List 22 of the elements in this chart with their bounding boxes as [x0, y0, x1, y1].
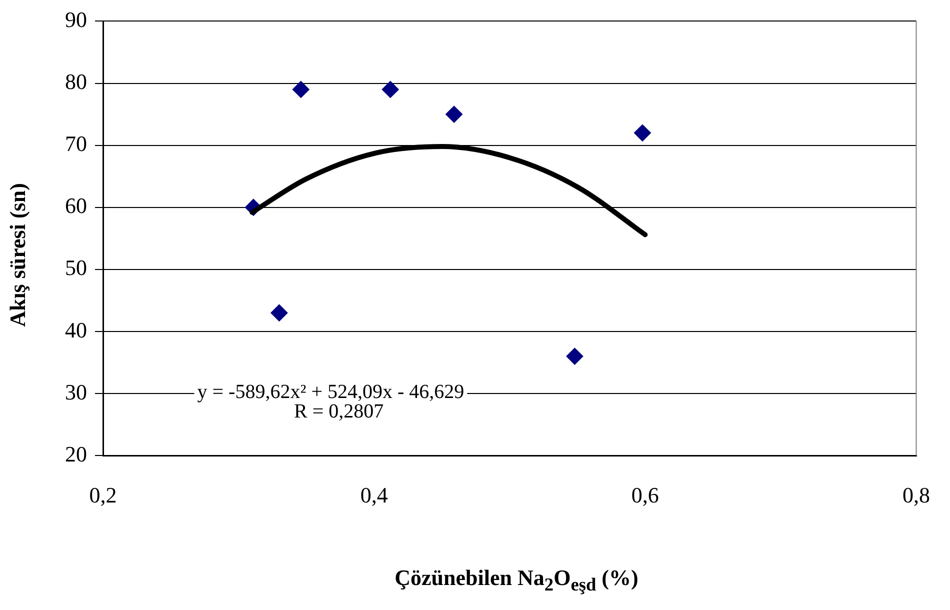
y-tick-label: 80 [65, 69, 87, 94]
y-tick-label: 60 [65, 193, 87, 218]
point [446, 106, 463, 123]
x-axis-title: Çözünebilen Na$_{2}$O$_{eşd}$ (%) [394, 565, 640, 596]
y-axis-title: Akış süresi (sn) [5, 183, 31, 327]
annotation: R = 0,2807 [294, 400, 384, 422]
x-tick-label: 0,6 [631, 482, 659, 508]
point [566, 348, 584, 365]
x-tick-label: 0,8 [902, 482, 930, 508]
x-tick-label: 0,2 [89, 482, 117, 508]
y-tick-label: 70 [65, 131, 87, 156]
annotation: y = -589,62x² + 524,09x - 46,629 [197, 380, 464, 403]
y-tick-label: 30 [65, 379, 87, 404]
y-tick-label: 20 [65, 441, 87, 466]
point [382, 80, 399, 98]
y-tick-label: 40 [65, 317, 87, 342]
y-tick-label: 90 [65, 6, 87, 32]
y-tick-label: 50 [65, 255, 87, 280]
point [270, 304, 288, 322]
point [292, 80, 310, 98]
x-tick-label: 0,4 [360, 482, 388, 508]
point [634, 124, 651, 142]
